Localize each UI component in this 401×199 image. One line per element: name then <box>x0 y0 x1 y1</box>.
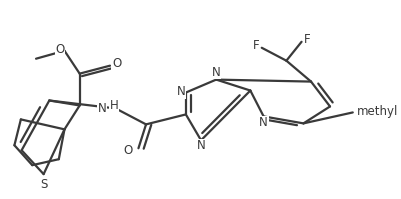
Text: F: F <box>303 33 309 46</box>
Text: N: N <box>196 139 205 152</box>
Text: S: S <box>40 178 47 191</box>
Text: N: N <box>259 116 267 129</box>
Text: H: H <box>110 99 118 112</box>
Text: N: N <box>211 66 220 79</box>
Text: F: F <box>253 39 259 52</box>
Text: N: N <box>177 85 185 98</box>
Text: methyl: methyl <box>356 105 397 118</box>
Text: O: O <box>123 144 132 157</box>
Text: O: O <box>55 43 64 56</box>
Text: O: O <box>111 57 121 70</box>
Text: N: N <box>97 102 106 115</box>
